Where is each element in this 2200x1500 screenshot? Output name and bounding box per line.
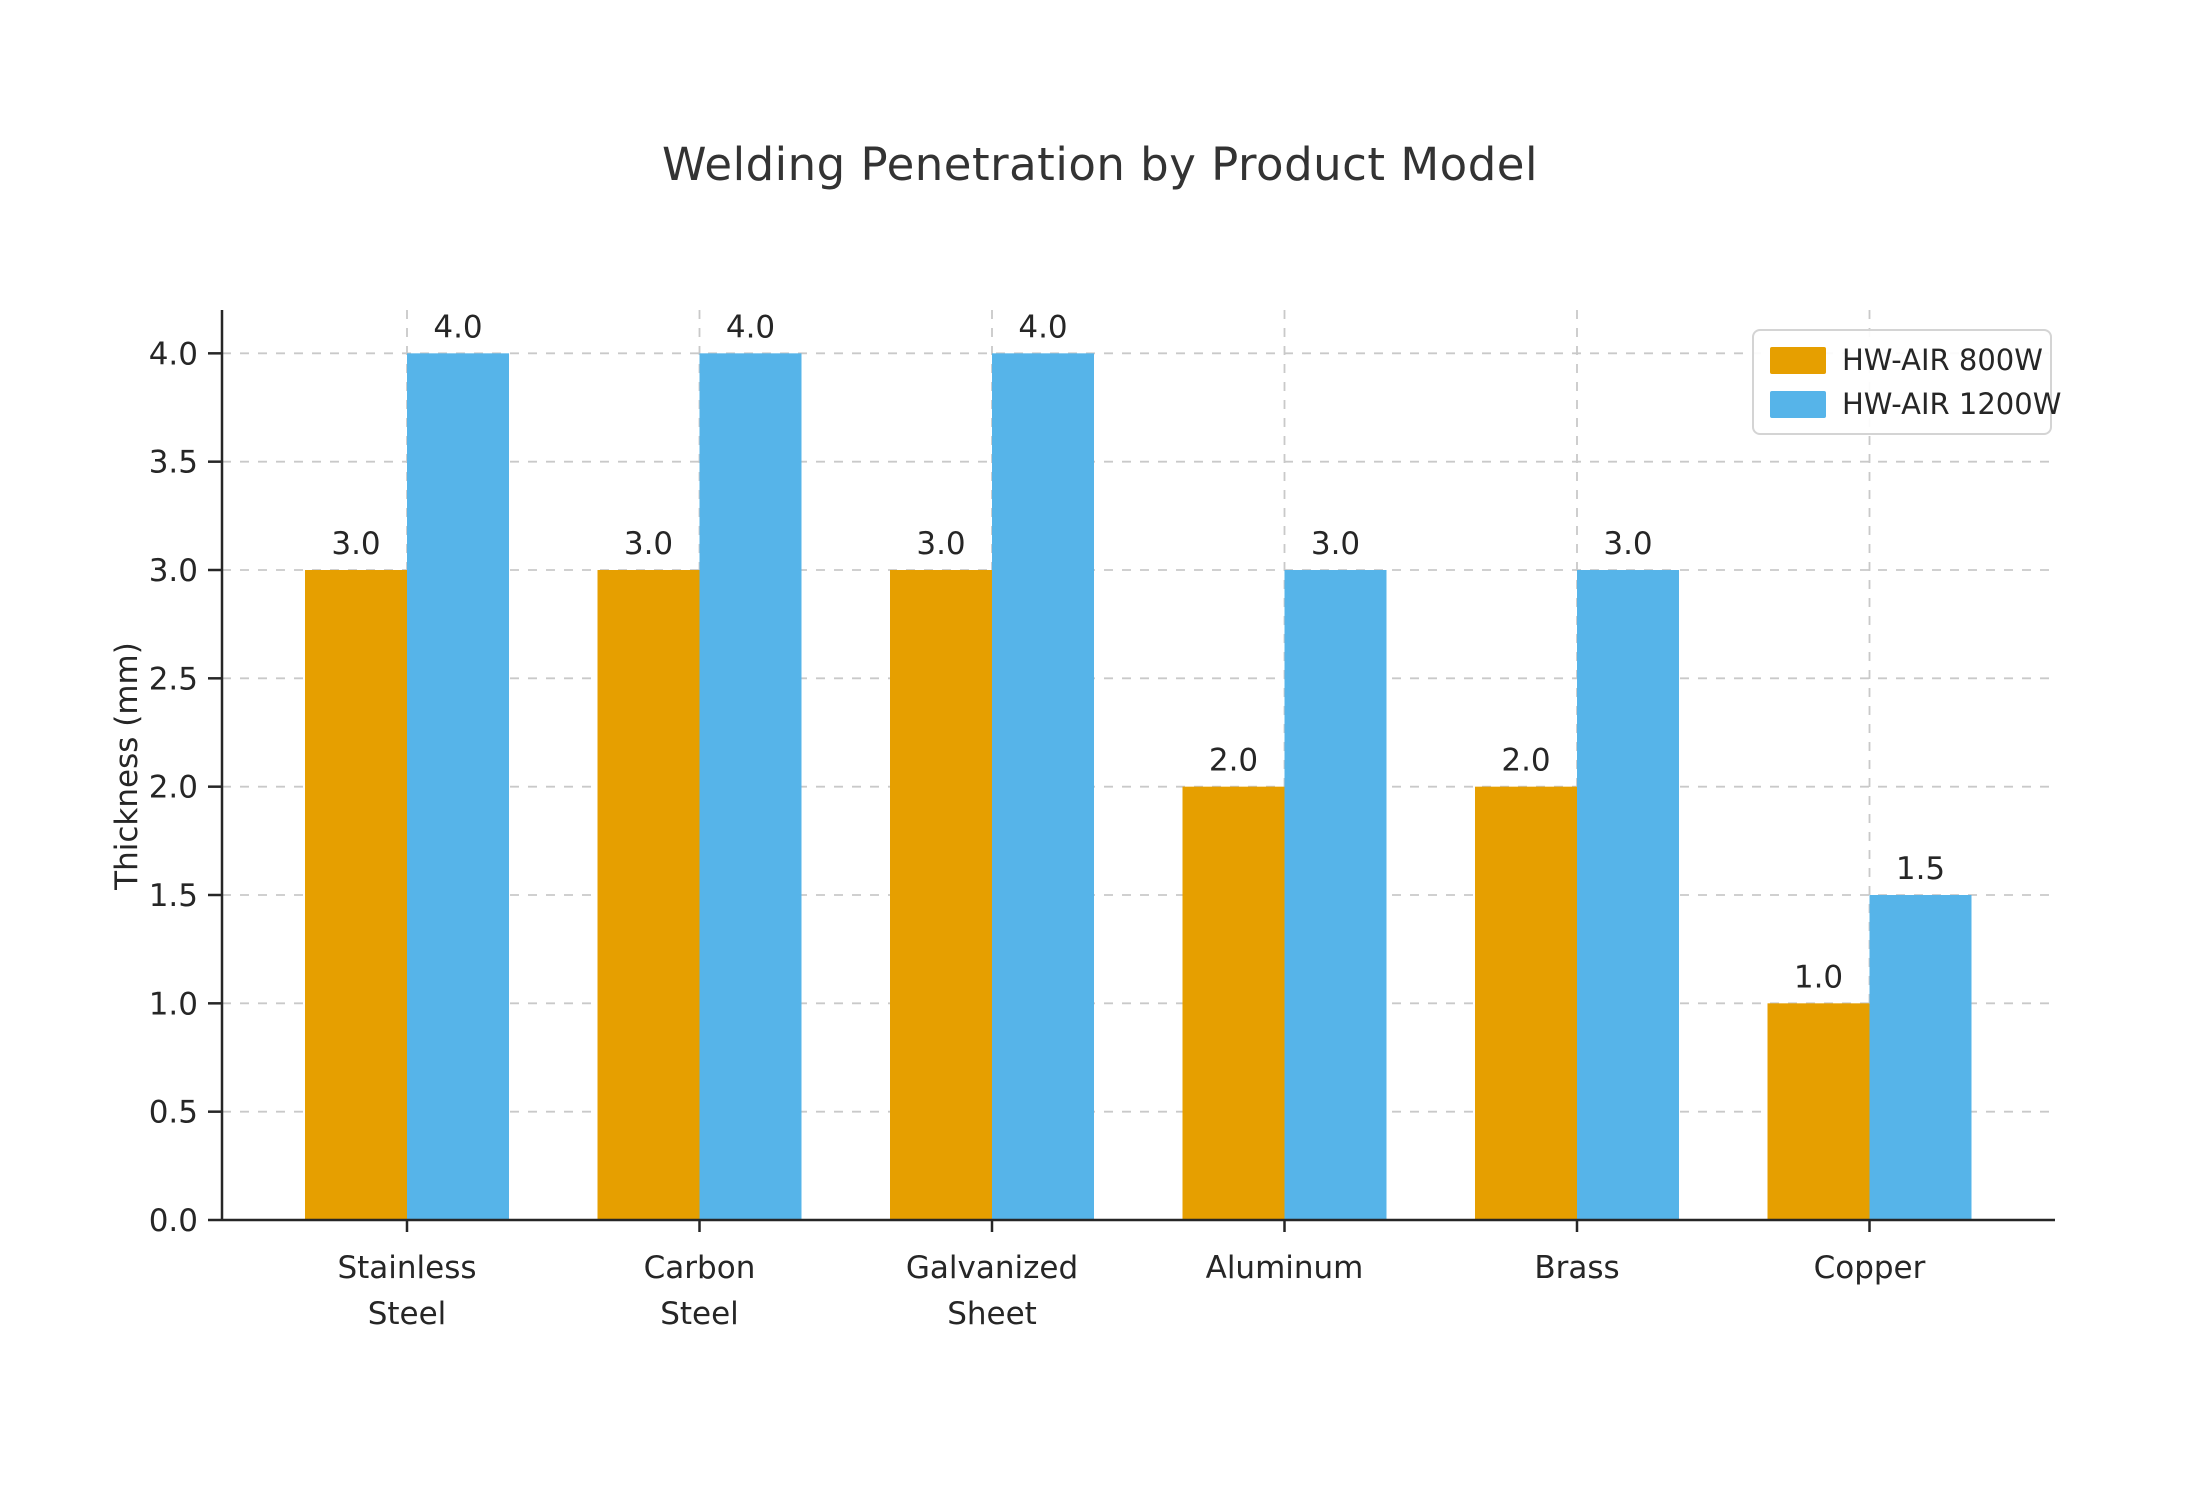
- legend-label-800w: HW-AIR 800W: [1842, 343, 2043, 377]
- bar-blue: [992, 353, 1094, 1220]
- legend: HW-AIR 800W HW-AIR 1200W: [1752, 329, 2061, 435]
- bar-blue: [407, 353, 509, 1220]
- x-category-label: Steel: [368, 1296, 447, 1332]
- y-tick-label: 0.0: [149, 1203, 198, 1239]
- bar-value-label: 2.0: [1209, 743, 1258, 779]
- bar-blue: [1577, 570, 1679, 1220]
- bar-orange: [890, 570, 992, 1220]
- x-category-label: Carbon: [644, 1250, 756, 1286]
- y-tick-label: 1.0: [149, 986, 198, 1022]
- bar-value-label: 3.0: [624, 526, 673, 562]
- bar-value-label: 3.0: [1603, 526, 1652, 562]
- bar-value-label: 1.0: [1794, 959, 1843, 995]
- legend-item-1200w: HW-AIR 1200W: [1770, 387, 2061, 421]
- x-category-label: Stainless: [337, 1250, 476, 1286]
- x-category-label: Aluminum: [1206, 1250, 1364, 1286]
- bar-blue: [1869, 895, 1972, 1220]
- legend-label-1200w: HW-AIR 1200W: [1842, 387, 2062, 421]
- bar-value-label: 1.5: [1896, 851, 1945, 887]
- bar-orange: [1475, 786, 1577, 1220]
- legend-swatch-orange: [1770, 346, 1826, 374]
- bar-blue: [1284, 570, 1387, 1220]
- bar-orange: [1182, 786, 1285, 1220]
- x-category-label: Brass: [1534, 1250, 1619, 1286]
- bar-value-label: 3.0: [1311, 526, 1360, 562]
- bar-value-label: 3.0: [916, 526, 965, 562]
- legend-item-800w: HW-AIR 800W: [1770, 343, 2043, 377]
- y-tick-label: 2.5: [149, 661, 198, 697]
- y-tick-label: 1.5: [149, 878, 198, 914]
- x-category-label: Steel: [660, 1296, 739, 1332]
- y-tick-label: 0.5: [149, 1095, 198, 1131]
- bar-value-label: 4.0: [433, 309, 482, 345]
- bar-orange: [305, 570, 407, 1220]
- legend-swatch-blue: [1770, 390, 1826, 418]
- bar-value-label: 4.0: [726, 309, 775, 345]
- chart-title: Welding Penetration by Product Model: [662, 138, 1538, 191]
- y-tick-label: 3.0: [149, 553, 198, 589]
- y-tick-label: 3.5: [149, 445, 198, 481]
- bar-orange: [1767, 1003, 1870, 1220]
- bar-value-label: 3.0: [331, 526, 380, 562]
- y-tick-label: 2.0: [149, 770, 198, 806]
- x-category-label: Copper: [1814, 1250, 1926, 1286]
- x-category-label: Sheet: [947, 1296, 1037, 1332]
- y-tick-label: 4.0: [149, 336, 198, 372]
- bar-value-label: 4.0: [1018, 309, 1067, 345]
- bar-blue: [699, 353, 802, 1220]
- bar-orange: [597, 570, 700, 1220]
- x-category-label: Galvanized: [906, 1250, 1078, 1286]
- bar-value-label: 2.0: [1501, 743, 1550, 779]
